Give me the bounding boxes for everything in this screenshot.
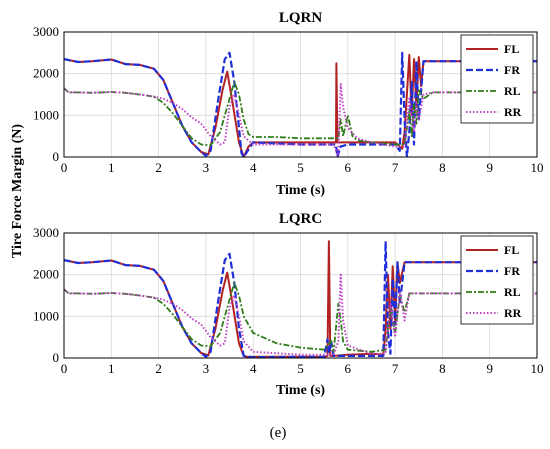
x-tick-label: 3 <box>203 160 210 175</box>
x-tick-label: 10 <box>531 160 544 175</box>
x-tick-label: 10 <box>531 361 544 376</box>
plot-frame <box>63 31 538 158</box>
legend-label-fr: FR <box>504 63 520 77</box>
legend-label-rr: RR <box>504 306 522 320</box>
y-tick-label: 3000 <box>33 225 59 240</box>
x-tick-label: 5 <box>297 361 304 376</box>
legend-label-rl: RL <box>504 84 521 98</box>
x-tick-label: 2 <box>155 160 162 175</box>
series-group <box>64 240 537 358</box>
y-tick-label: 1000 <box>33 107 59 122</box>
legend-label-fr: FR <box>504 264 520 278</box>
chart-title: LQRN <box>279 10 323 26</box>
x-tick-label: 8 <box>439 160 446 175</box>
x-tick-label: 0 <box>61 160 68 175</box>
series-group <box>64 51 537 157</box>
x-tick-label: 9 <box>486 160 493 175</box>
y-tick-label: 2000 <box>33 267 59 282</box>
y-tick-label: 0 <box>53 149 60 164</box>
legend: FL FR RL RR <box>460 34 534 124</box>
x-tick-label: 1 <box>108 361 115 376</box>
y-axis-label: Tire Force Margin (N) <box>10 124 25 258</box>
chart-title: LQRC <box>279 211 322 227</box>
x-tick-label: 2 <box>155 361 162 376</box>
y-tick-label: 0 <box>53 350 60 365</box>
x-tick-label: 6 <box>345 361 352 376</box>
legend: FL FR RL RR <box>460 235 534 325</box>
x-tick-label: 3 <box>203 361 210 376</box>
legend-label-fl: FL <box>504 42 519 56</box>
x-tick-label: 0 <box>61 361 68 376</box>
legend-label-rr: RR <box>504 105 522 119</box>
x-axis-label: Time (s) <box>276 383 325 398</box>
x-axis-label: Time (s) <box>276 183 325 198</box>
series-line-rl <box>64 81 537 147</box>
x-tick-label: 5 <box>297 160 304 175</box>
x-tick-label: 9 <box>486 361 493 376</box>
legend-label-rl: RL <box>504 285 521 299</box>
x-tick-label: 7 <box>392 361 399 376</box>
plot-frame <box>63 232 538 359</box>
y-tick-label: 3000 <box>33 24 59 39</box>
x-tick-label: 4 <box>250 361 257 376</box>
legend-label-fl: FL <box>504 243 519 257</box>
x-tick-label: 6 <box>345 160 352 175</box>
y-tick-label: 1000 <box>33 308 59 323</box>
x-tick-label: 4 <box>250 160 257 175</box>
x-tick-label: 7 <box>392 160 399 175</box>
x-tick-label: 1 <box>108 160 115 175</box>
y-tick-label: 2000 <box>33 66 59 81</box>
series-line-fr <box>64 240 537 358</box>
figure-caption: (e) <box>270 425 287 441</box>
x-tick-label: 8 <box>439 361 446 376</box>
